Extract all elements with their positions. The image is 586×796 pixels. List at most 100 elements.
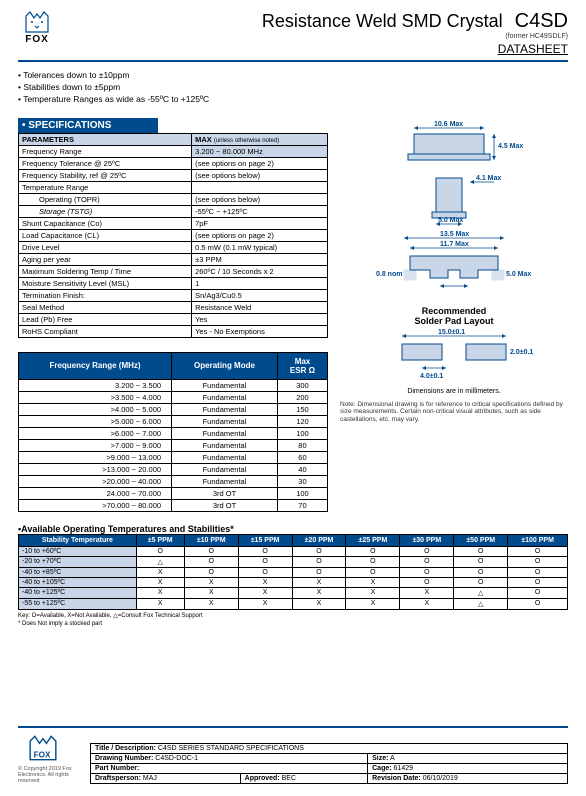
stab-col: ±5 PPM bbox=[136, 534, 184, 546]
stab-cell: O bbox=[508, 577, 568, 587]
stab-cell: O bbox=[400, 567, 454, 577]
stab-cell: O bbox=[184, 546, 238, 556]
footer-logo: FOX © Copyright 2019 Fox Electronics. Al… bbox=[18, 734, 78, 784]
footer-cage: Cage: 61429 bbox=[368, 764, 568, 774]
stab-cell: △ bbox=[454, 587, 508, 598]
stab-cell: -40 to +105ºC bbox=[19, 577, 137, 587]
stab-cell: O bbox=[508, 546, 568, 556]
fox-logo: FOX bbox=[18, 10, 56, 48]
freq-cell: 150 bbox=[277, 403, 327, 415]
spec-value: 3.200 ~ 80.000 MHz bbox=[192, 145, 328, 157]
stab-cell: X bbox=[238, 598, 292, 609]
spec-value: (see options below) bbox=[192, 169, 328, 181]
svg-text:4.5 Max: 4.5 Max bbox=[498, 143, 523, 150]
freq-cell: 40 bbox=[277, 463, 327, 475]
footer-divider bbox=[18, 726, 568, 728]
stab-cell: O bbox=[292, 556, 346, 567]
spec-value: 260ºC / 10 Seconds x 2 bbox=[192, 265, 328, 277]
stab-cell: X bbox=[292, 598, 346, 609]
freq-cell: >4.000 ~ 5.000 bbox=[19, 403, 172, 415]
stab-cell: X bbox=[400, 587, 454, 598]
stab-cell: O bbox=[184, 556, 238, 567]
stab-cell: O bbox=[508, 587, 568, 598]
freq-cell: Fundamental bbox=[172, 451, 278, 463]
freq-col-esr: Max ESR Ω bbox=[277, 352, 327, 379]
freq-cell: 200 bbox=[277, 391, 327, 403]
freq-cell: 60 bbox=[277, 451, 327, 463]
stab-cell: O bbox=[238, 567, 292, 577]
stab-cell: X bbox=[346, 587, 400, 598]
stab-cell: -10 to +60ºC bbox=[19, 546, 137, 556]
stab-cell: X bbox=[292, 577, 346, 587]
stab-col: ±15 PPM bbox=[238, 534, 292, 546]
freq-cell: >5.000 ~ 6.000 bbox=[19, 415, 172, 427]
stab-cell: O bbox=[238, 556, 292, 567]
spec-param: Frequency Tolerance @ 25ºC bbox=[19, 157, 192, 169]
stab-cell: O bbox=[292, 546, 346, 556]
spec-value bbox=[192, 181, 328, 193]
stability-footnote: * Does Not imply a stocked part bbox=[18, 621, 568, 627]
freq-cell: >70.000 ~ 80.000 bbox=[19, 499, 172, 511]
stab-cell: O bbox=[346, 567, 400, 577]
bullet-item: Tolerances down to ±10ppm bbox=[18, 70, 568, 82]
frequency-table: Frequency Range (MHz) Operating Mode Max… bbox=[18, 352, 328, 512]
stab-cell: △ bbox=[136, 556, 184, 567]
stab-cell: △ bbox=[454, 598, 508, 609]
spec-param: Moisture Sensitivity Level (MSL) bbox=[19, 277, 192, 289]
stab-cell: -20 to +70ºC bbox=[19, 556, 137, 567]
footer-info-table: Title / Description: C4SD SERIES STANDAR… bbox=[90, 743, 568, 784]
footer-approved: Approved: BEC bbox=[240, 774, 367, 784]
stab-col: Stability Temperature bbox=[19, 534, 137, 546]
footer-revdate: Revision Date: 06/10/2019 bbox=[368, 774, 568, 784]
spec-param: RoHS Compliant bbox=[19, 325, 192, 337]
dimension-note: Note: Dimensional drawing is for referen… bbox=[340, 401, 568, 424]
freq-cell: >6.000 ~ 7.000 bbox=[19, 427, 172, 439]
stab-cell: O bbox=[454, 556, 508, 567]
freq-cell: Fundamental bbox=[172, 403, 278, 415]
freq-cell: 3rd OT bbox=[172, 499, 278, 511]
freq-cell: 70 bbox=[277, 499, 327, 511]
stab-cell: O bbox=[346, 556, 400, 567]
stab-cell: X bbox=[136, 598, 184, 609]
stab-cell: O bbox=[508, 556, 568, 567]
stab-cell: O bbox=[508, 567, 568, 577]
svg-text:FOX: FOX bbox=[34, 750, 51, 759]
svg-text:0.8 nom: 0.8 nom bbox=[376, 271, 402, 278]
stab-cell: X bbox=[292, 587, 346, 598]
bottom-view-drawing: 13.5 Max 11.7 Max 0.8 nom 5.0 Max bbox=[374, 230, 534, 300]
fox-icon bbox=[22, 10, 52, 34]
freq-cell: 120 bbox=[277, 415, 327, 427]
spec-param: Frequency Stability, ref @ 25ºC bbox=[19, 169, 192, 181]
spec-param: Termination Finish: bbox=[19, 289, 192, 301]
freq-cell: >9.000 ~ 13.000 bbox=[19, 451, 172, 463]
spec-value: 7pF bbox=[192, 217, 328, 229]
stab-cell: X bbox=[238, 587, 292, 598]
freq-cell: 100 bbox=[277, 427, 327, 439]
stab-cell: X bbox=[346, 577, 400, 587]
stab-cell: O bbox=[346, 546, 400, 556]
svg-text:15.0±0.1: 15.0±0.1 bbox=[438, 329, 465, 336]
spec-param: Load Capacitance (CL) bbox=[19, 229, 192, 241]
spec-value: Yes bbox=[192, 313, 328, 325]
stab-cell: O bbox=[136, 546, 184, 556]
freq-col-range: Frequency Range (MHz) bbox=[19, 352, 172, 379]
title-block: Resistance Weld SMD Crystal C4SD (former… bbox=[56, 10, 568, 56]
stab-cell: O bbox=[238, 546, 292, 556]
side-view-drawing: 4.1 Max 5.0 Max bbox=[384, 172, 524, 228]
solder-pad-drawing: 15.0±0.1 2.0±0.1 4.0±0.1 bbox=[374, 328, 534, 384]
dimension-caption: Dimensions are in millimeters. bbox=[340, 388, 568, 395]
logo-text: FOX bbox=[25, 34, 49, 45]
svg-text:4.0±0.1: 4.0±0.1 bbox=[420, 373, 443, 380]
freq-cell: Fundamental bbox=[172, 427, 278, 439]
spec-col-param: PARAMETERS bbox=[19, 133, 192, 145]
former-name: (former HC49SDLF) bbox=[86, 33, 568, 40]
stab-cell: -40 to +85ºC bbox=[19, 567, 137, 577]
stab-cell: X bbox=[184, 577, 238, 587]
freq-cell: >20.000 ~ 40.000 bbox=[19, 475, 172, 487]
stab-col: ±10 PPM bbox=[184, 534, 238, 546]
svg-text:5.0 Max: 5.0 Max bbox=[506, 271, 531, 278]
stab-cell: X bbox=[400, 598, 454, 609]
bullet-item: Temperature Ranges as wide as -55ºC to +… bbox=[18, 94, 568, 106]
stability-title: •Available Operating Temperatures and St… bbox=[18, 524, 568, 534]
spec-value: Sn/Ag3/Cu0.5 bbox=[192, 289, 328, 301]
